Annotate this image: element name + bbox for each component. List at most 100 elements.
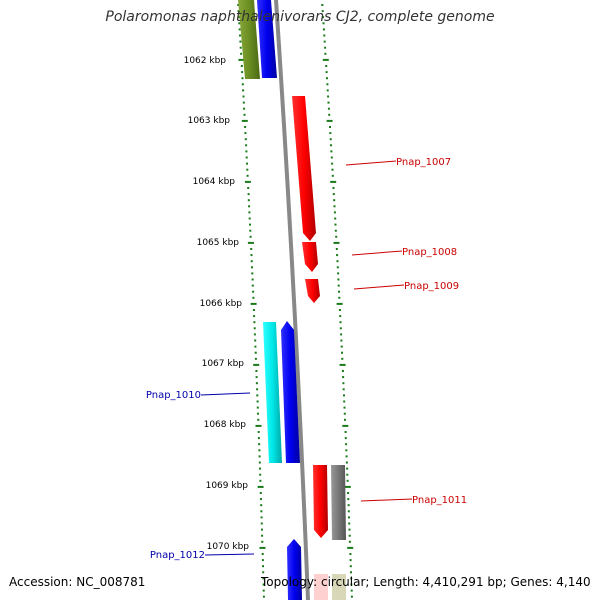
tick-mark-left	[254, 357, 257, 360]
tick-mark-left	[260, 510, 263, 513]
tick-mark-right	[331, 162, 334, 165]
tick-mark-right	[350, 583, 353, 586]
leader-line-pnap-1010	[200, 392, 251, 396]
gene-arrow-pnap-1012	[287, 539, 302, 600]
tick-mark-left	[246, 174, 249, 177]
tick-mark-left	[259, 479, 262, 482]
genome-backbone	[274, 0, 310, 600]
tick-mark-left	[260, 516, 263, 519]
tick-mark-left	[244, 132, 247, 135]
tick-mark-right	[347, 492, 350, 494]
tick-mark-right	[333, 211, 336, 214]
tick-mark-left	[243, 107, 246, 110]
scale-label-1063: 1063 kbp	[188, 116, 231, 126]
genome-summary-text: Topology: circular; Length: 4,410,291 bp…	[261, 575, 591, 589]
gene-label-pnap-1010: Pnap_1010	[146, 390, 201, 401]
gene-label-pnap-1012: Pnap_1012	[150, 550, 205, 561]
tick-mark-left	[242, 101, 245, 104]
tick-mark-right	[331, 174, 334, 177]
tick-mark-left	[251, 278, 254, 281]
tick-mark-right	[349, 553, 352, 555]
tick-mark-right	[329, 126, 331, 128]
tick-mark-right	[330, 150, 333, 153]
tick-mark-left	[251, 272, 254, 275]
tick-mark-right	[339, 315, 342, 318]
tick-mark-left	[239, 40, 242, 43]
leader-line-pnap-1008	[351, 250, 403, 256]
tick-mark-right	[345, 461, 348, 464]
tick-mark-left	[244, 180, 251, 183]
tick-mark-left	[242, 95, 245, 98]
tick-mark-left	[251, 266, 253, 269]
tick-mark-left	[261, 528, 263, 531]
tick-mark-right	[344, 418, 346, 421]
tick-mark-left	[254, 339, 257, 342]
tick-mark-left	[237, 10, 240, 13]
tick-mark-left	[246, 162, 248, 165]
scale-label-1066: 1066 kbp	[200, 299, 243, 309]
tick-mark-left	[259, 467, 261, 470]
tick-mark-right	[322, 16, 325, 19]
tick-mark-left	[255, 424, 262, 427]
scale-label-1067: 1067 kbp	[202, 359, 245, 369]
tick-mark-right	[330, 180, 337, 183]
tick-mark-left	[261, 534, 264, 537]
tick-mark-right	[329, 132, 332, 135]
tick-mark-right	[325, 71, 328, 74]
tick-mark-right	[325, 65, 328, 67]
tick-mark-left	[245, 156, 248, 159]
tick-mark-right	[334, 217, 337, 220]
tick-mark-right	[338, 290, 340, 293]
tick-mark-right	[329, 138, 332, 141]
tick-mark-right	[323, 40, 326, 43]
tick-mark-right	[336, 302, 343, 305]
tick-mark-right	[327, 101, 330, 104]
tick-mark-right	[340, 333, 343, 336]
tick-mark-right	[343, 400, 346, 403]
tick-mark-right	[348, 540, 351, 543]
gene-features	[238, 0, 346, 600]
tick-mark-right	[348, 522, 351, 525]
tick-mark-left	[244, 138, 247, 141]
tick-mark-right	[324, 52, 327, 55]
tick-mark-left	[259, 473, 262, 476]
tick-tracks	[237, 4, 354, 598]
tick-mark-left	[261, 559, 264, 562]
leader-line-pnap-1007	[345, 160, 397, 166]
tick-mark-left	[248, 211, 251, 214]
gene-arrow-pnap-1011	[313, 465, 328, 538]
tick-mark-left	[262, 583, 265, 586]
tick-mark-right	[346, 479, 349, 482]
tick-mark-right	[346, 473, 349, 476]
tick-mark-right	[350, 571, 352, 574]
scale-label-1069: 1069 kbp	[206, 481, 249, 491]
tick-mark-left	[256, 388, 259, 391]
tick-mark-left	[257, 418, 260, 421]
tick-mark-right	[342, 382, 345, 385]
tick-mark-right	[336, 266, 339, 269]
tick-mark-left	[248, 217, 251, 220]
tick-mark-right	[322, 58, 329, 61]
tick-mark-right	[340, 339, 343, 342]
tick-mark-left	[247, 193, 250, 196]
tick-mark-left	[260, 504, 263, 507]
tick-mark-left	[250, 248, 253, 250]
tick-mark-right	[345, 449, 348, 452]
scale-label-1065: 1065 kbp	[197, 238, 240, 248]
gene-arrow-pnap-1008	[302, 242, 318, 272]
tick-mark-left	[261, 553, 264, 555]
tick-mark-right	[342, 388, 345, 391]
tick-mark-left	[246, 168, 249, 171]
tick-mark-left	[245, 144, 248, 147]
tick-mark-right	[326, 89, 329, 92]
tick-mark-left	[254, 351, 257, 354]
tick-mark-left	[250, 260, 253, 263]
gene-arrow-pnap-1010-blue	[281, 321, 300, 463]
tick-mark-left	[260, 498, 262, 501]
tick-mark-left	[239, 46, 242, 49]
tick-mark-right	[343, 412, 346, 415]
tick-mark-left	[262, 571, 265, 574]
tick-mark-left	[241, 119, 248, 122]
tick-mark-left	[253, 363, 260, 366]
tick-mark-right	[347, 498, 350, 501]
